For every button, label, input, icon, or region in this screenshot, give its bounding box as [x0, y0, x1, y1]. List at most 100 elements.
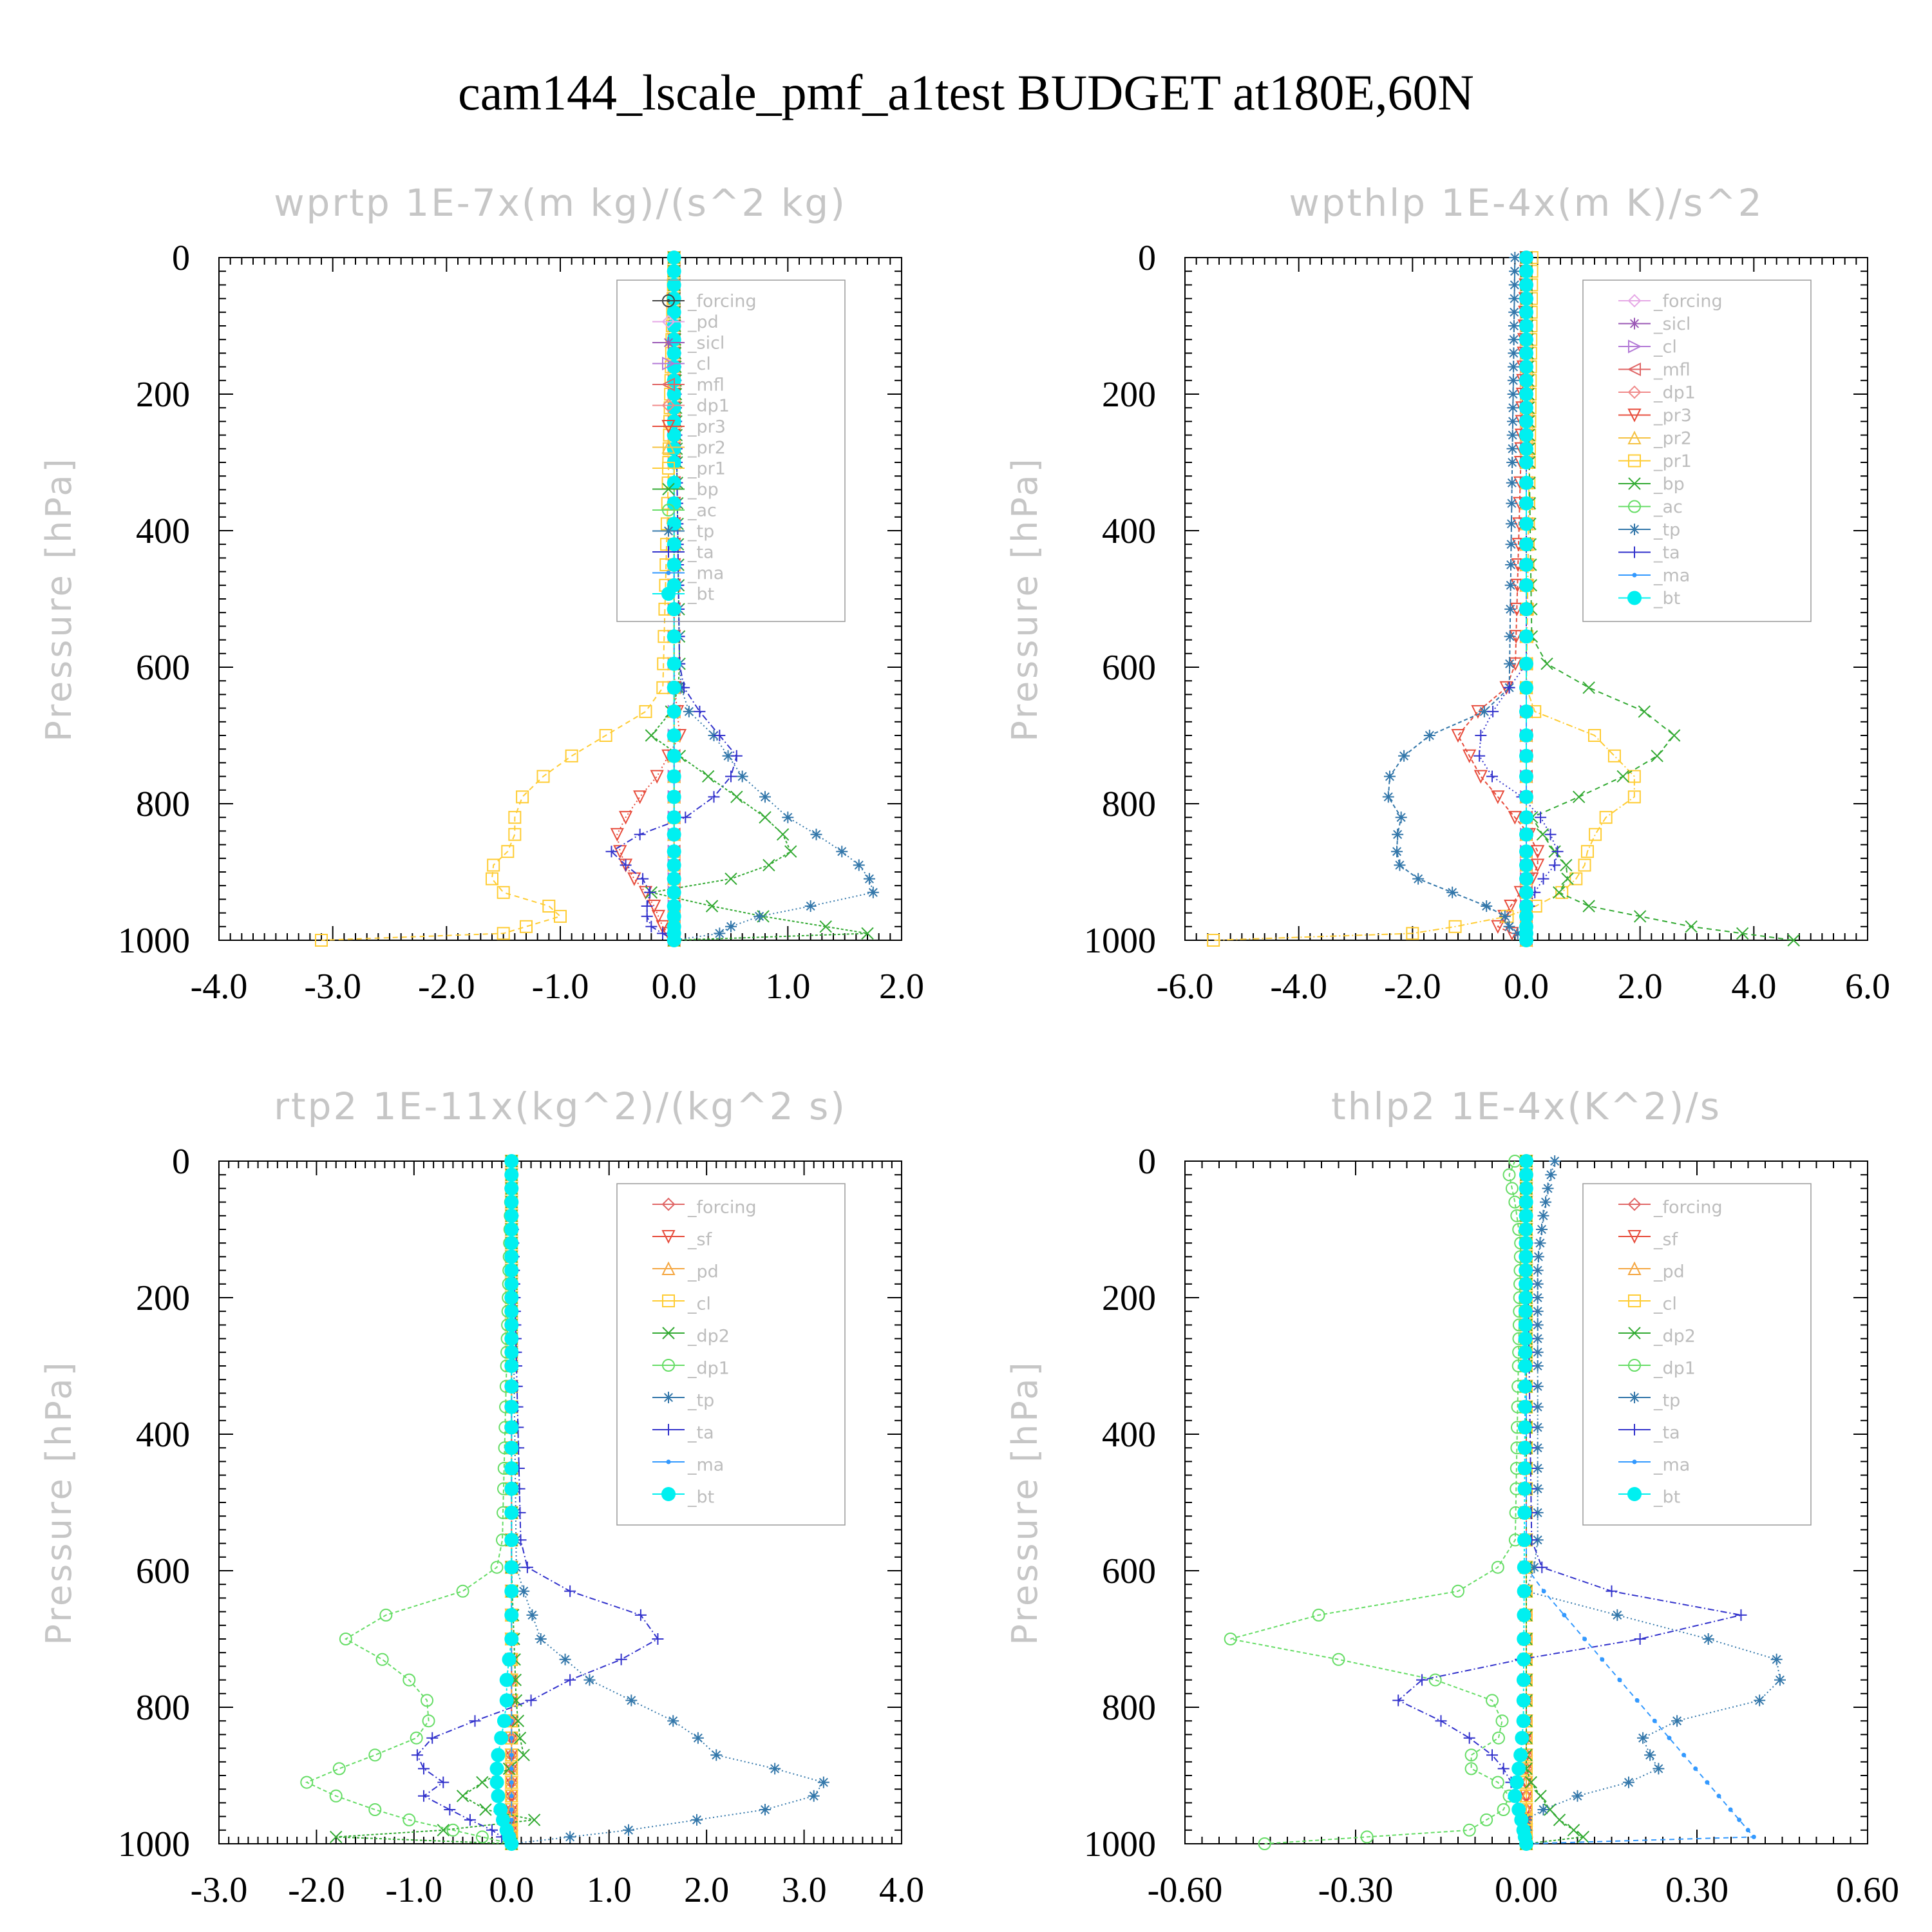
data-point	[501, 845, 515, 858]
legend-item: _bt	[652, 1487, 714, 1507]
data-point	[1519, 414, 1533, 429]
series-tp	[506, 1155, 829, 1850]
y-ticks: 0 200 400 600 800 1000	[118, 238, 902, 961]
x-tick-label: 0.30	[1665, 1870, 1728, 1910]
data-point	[508, 811, 522, 824]
data-point	[426, 1732, 439, 1744]
x-ticks: -3.0 -2.0 -1.0 0.0 1.0 2.0 3.0 4.0	[191, 1161, 924, 1910]
data-point	[504, 1181, 519, 1196]
data-point	[663, 1392, 674, 1403]
data-point	[1509, 252, 1521, 263]
data-point	[1519, 332, 1533, 347]
legend-item: _tp	[652, 522, 714, 542]
data-point	[1499, 910, 1511, 922]
legend-item: _forcing	[1618, 291, 1723, 311]
data-point	[667, 428, 681, 442]
y-tick-label: 1000	[118, 1824, 190, 1864]
data-point	[1505, 538, 1517, 551]
legend-label: _dp2	[687, 1326, 730, 1346]
data-point	[1577, 1830, 1590, 1844]
data-point	[1573, 790, 1586, 804]
data-point	[861, 927, 874, 940]
x-tick-label: 2.0	[879, 967, 924, 1007]
data-point	[1537, 1209, 1549, 1222]
data-point	[518, 1585, 530, 1597]
data-point	[1519, 1276, 1533, 1291]
legend-item: _ta	[652, 1423, 714, 1443]
data-point	[1605, 1585, 1618, 1597]
data-point	[1638, 705, 1651, 718]
data-point	[1519, 1168, 1533, 1182]
data-point	[1463, 1823, 1476, 1837]
data-point	[667, 251, 681, 265]
data-point	[1519, 319, 1533, 333]
data-point	[1517, 1420, 1532, 1435]
data-point	[504, 1359, 519, 1373]
data-point	[502, 1652, 516, 1667]
data-point	[759, 1804, 771, 1815]
data-point	[1463, 1732, 1475, 1744]
data-point	[1518, 1359, 1533, 1373]
data-point	[652, 1633, 664, 1645]
series-group	[315, 250, 879, 948]
legend-label: _pd	[687, 1262, 719, 1282]
data-point	[662, 1359, 675, 1372]
data-point	[1451, 729, 1465, 743]
data-point	[504, 1345, 519, 1359]
data-point	[1398, 750, 1410, 762]
legend-item: _ta	[1618, 1423, 1680, 1443]
data-point	[701, 770, 715, 783]
legend-label: _sicl	[687, 333, 724, 353]
data-point	[1632, 573, 1637, 578]
data-point	[444, 1804, 456, 1815]
data-point	[1519, 387, 1533, 401]
data-point	[504, 1304, 519, 1319]
data-point	[1497, 1763, 1510, 1775]
data-point	[1517, 1481, 1532, 1496]
data-point	[1519, 885, 1533, 900]
legend-item: _ma	[1618, 1455, 1690, 1475]
data-point	[1633, 910, 1647, 923]
series-bt	[667, 251, 681, 947]
data-point	[1754, 1694, 1766, 1707]
data-point	[504, 1505, 519, 1520]
legend-label: _forcing	[687, 291, 757, 311]
data-point	[615, 1653, 627, 1665]
data-point	[1392, 828, 1404, 840]
data-point	[1531, 1346, 1544, 1358]
series-tp	[1382, 252, 1532, 946]
data-point	[1571, 1790, 1584, 1802]
data-point	[1508, 1788, 1522, 1803]
data-point	[1511, 927, 1524, 940]
data-point	[705, 900, 719, 913]
data-point	[694, 705, 706, 717]
data-point	[1553, 1814, 1566, 1826]
data-point	[645, 920, 658, 933]
data-point	[1629, 524, 1640, 535]
data-point	[504, 1379, 519, 1394]
data-point	[509, 1780, 514, 1785]
data-point	[490, 1560, 504, 1574]
legend-label: _cl	[687, 354, 711, 374]
data-point	[1531, 1442, 1544, 1454]
x-tick-label: -2.0	[1384, 967, 1441, 1007]
data-point	[508, 828, 522, 841]
y-tick-label: 400	[136, 511, 190, 551]
data-point	[1634, 1633, 1646, 1645]
data-point	[402, 1813, 416, 1826]
series-line	[416, 1160, 659, 1844]
x-tick-label: -6.0	[1157, 967, 1214, 1007]
data-point	[1536, 1561, 1548, 1573]
data-point	[1728, 1807, 1733, 1812]
y-tick-label: 200	[1102, 375, 1156, 415]
data-point	[1464, 1748, 1478, 1762]
legend-label: _tp	[1653, 1390, 1680, 1410]
data-point	[1519, 769, 1533, 784]
data-point	[1531, 1319, 1544, 1331]
data-point	[1588, 729, 1601, 742]
legend-label: _bt	[1653, 1487, 1680, 1507]
legend-item: _ta	[652, 542, 714, 562]
data-point	[1519, 871, 1533, 886]
data-point	[1492, 1731, 1505, 1745]
legend-item: _pr2	[1618, 428, 1692, 448]
